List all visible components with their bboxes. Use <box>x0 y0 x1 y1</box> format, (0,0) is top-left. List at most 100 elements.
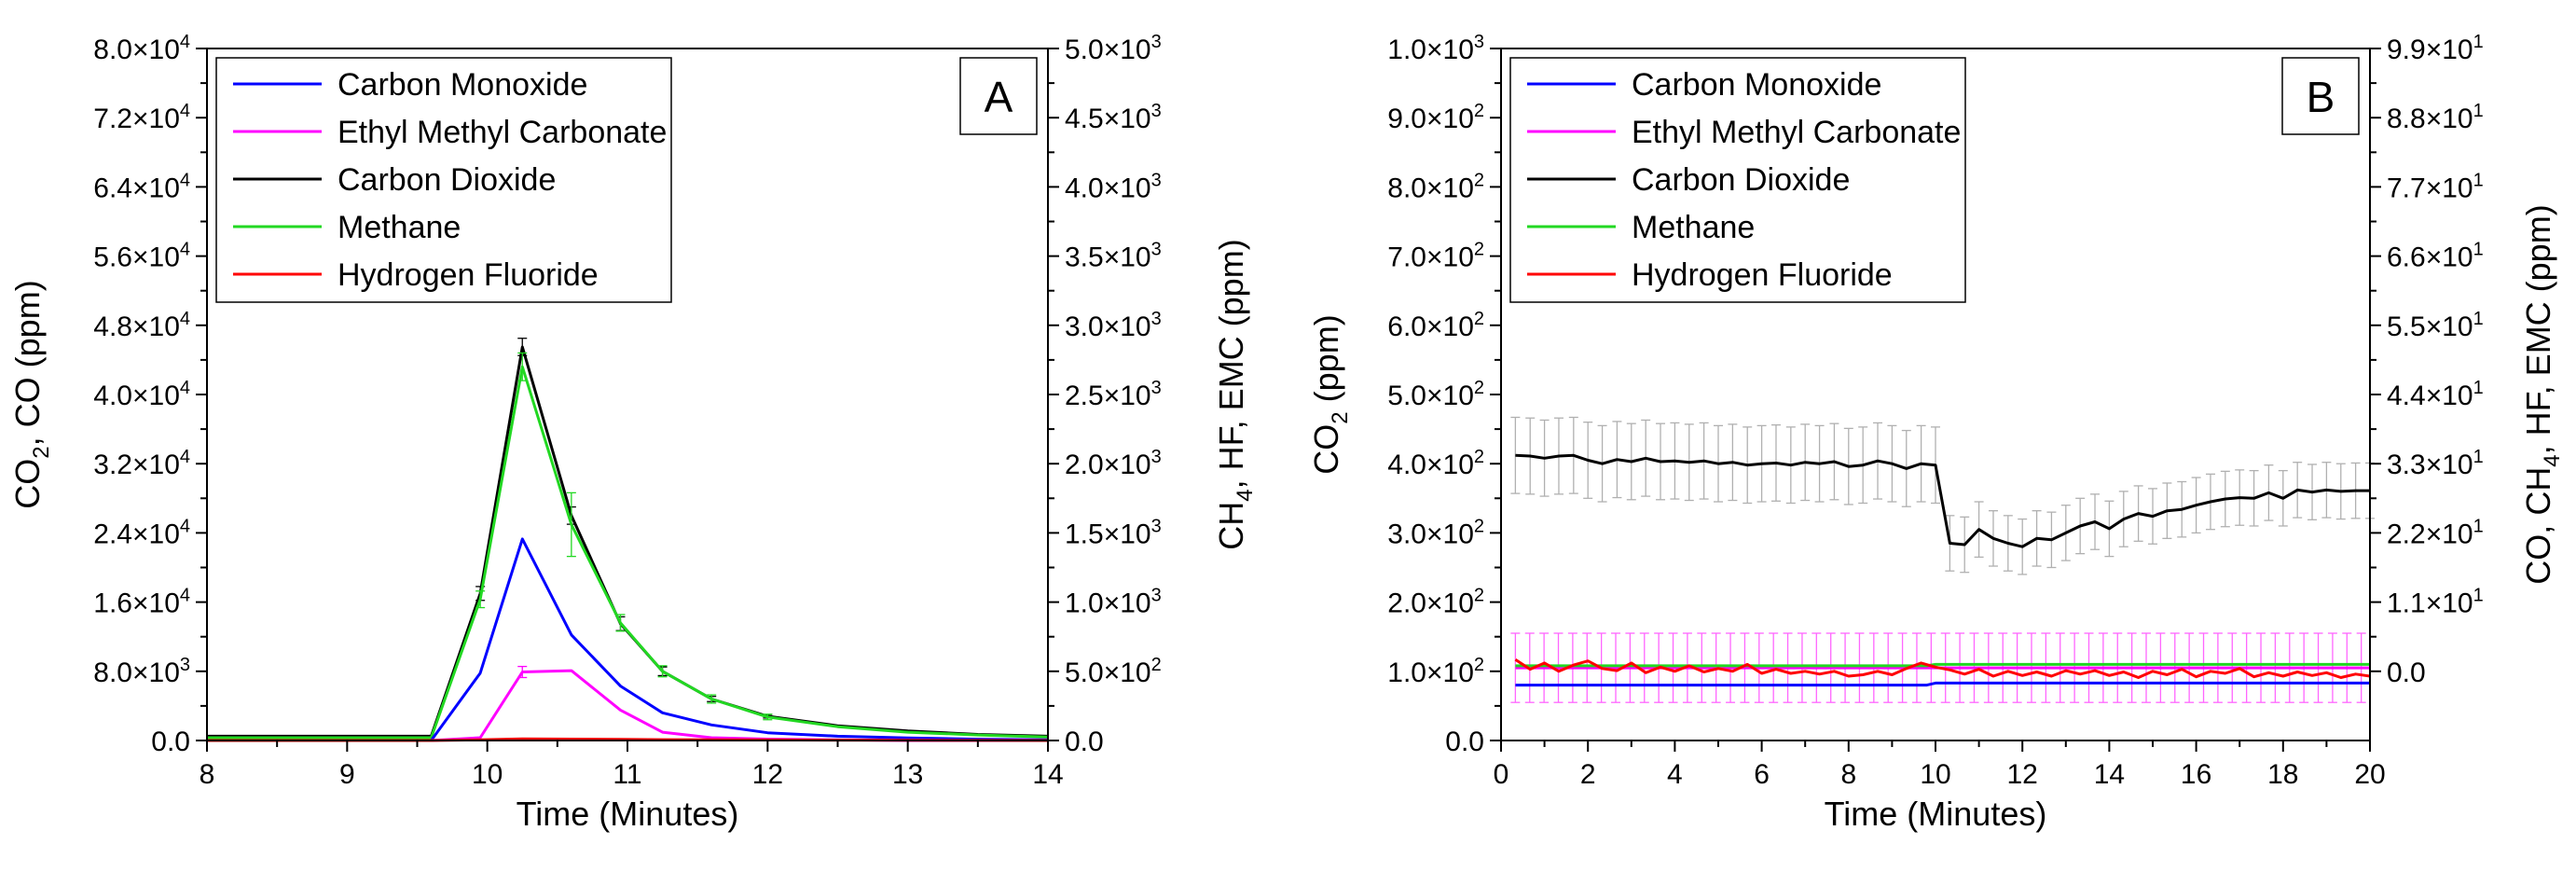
panel-b-series-methane-line <box>1515 662 2370 668</box>
panel-b-legend-co: Carbon Monoxide <box>1632 67 1881 103</box>
panel-a-series-ethyl-methyl-carbonate-line <box>207 669 1048 742</box>
panel-a-ytick-right-label: 0.0 <box>1065 727 1104 757</box>
panel-b-ytick-right-label: 9.9×101 <box>2387 32 2484 65</box>
panel-b-series-methane <box>1515 662 2370 668</box>
panel-a-ytick-right-label: 2.5×103 <box>1065 378 1162 411</box>
panel-a-ytick-left-label: 2.4×104 <box>93 516 190 549</box>
panel-a-ytick-left-label: 8.0×104 <box>93 32 190 65</box>
panel-b-xtick-label: 16 <box>2181 759 2211 790</box>
panel-a-legend-hf: Hydrogen Fluoride <box>337 257 599 293</box>
panel-b-ytick-right-label: 1.1×101 <box>2387 586 2484 619</box>
panel-b-ytick-left-label: 6.0×102 <box>1387 309 1484 342</box>
panel-a-ytick-left-label: 0.0 <box>151 727 190 757</box>
panel-a-ytick-right-label: 3.5×103 <box>1065 240 1162 273</box>
panel-b-series-carbon-dioxide-line <box>1515 453 2370 548</box>
panel-b-series-carbon-dioxide <box>1510 416 2375 575</box>
panel-a-legend-co: Carbon Monoxide <box>337 67 587 103</box>
panel-b-ytick-right-label: 8.8×101 <box>2387 101 2484 134</box>
panel-a-xtick-label: 10 <box>472 759 503 790</box>
panel-a-ytick-left-label: 3.2×104 <box>93 447 190 480</box>
panel-a-series <box>207 338 1049 742</box>
panel-a-series-carbon-dioxide <box>207 338 1049 738</box>
panel-b-xtick-label: 14 <box>2094 759 2125 790</box>
panel-a-ytick-left-label: 1.6×104 <box>93 586 190 619</box>
panel-b-ytick-right-label: 4.4×101 <box>2387 378 2484 411</box>
panel-a-legend-ch4: Methane <box>337 210 461 245</box>
panel-b-ytick-right-label: 6.6×101 <box>2387 240 2484 273</box>
panel-b-xtick-label: 4 <box>1667 759 1683 790</box>
panel-a-ytick-right-label: 4.0×103 <box>1065 170 1162 203</box>
panel-a-legend-emc: Ethyl Methyl Carbonate <box>337 115 667 150</box>
panel-b-letter-box <box>2281 57 2360 135</box>
panel-a-legend-co2: Carbon Dioxide <box>337 162 556 198</box>
panel-b-legend-ch4: Methane <box>1632 210 1755 245</box>
panel-a-letter-box <box>959 57 1038 135</box>
panel-b-ytick-left-label: 5.0×102 <box>1387 378 1484 411</box>
panel-a-ytick-right-label: 1.0×103 <box>1065 586 1162 619</box>
panel-a-ytick-right-label: 4.5×103 <box>1065 101 1162 134</box>
panel-a-series-carbon-monoxide-line <box>207 537 1049 742</box>
panel-b-ytick-right-label: 2.2×101 <box>2387 516 2484 549</box>
panel-a-legend-box <box>215 57 672 303</box>
panel-a-ytick-right-label: 5.0×102 <box>1065 655 1162 688</box>
panel-b-series-carbon-monoxide-line <box>1515 681 2370 687</box>
panel-b-ytick-right-label: 0.0 <box>2387 657 2426 688</box>
panel-a: 8 9 10 11 12 13 140.08.0×1031.6×1042.4×1043.2×… <box>8 32 1258 833</box>
panel-b-xtick-label: 2 <box>1580 759 1596 790</box>
panel-b-ticks: 0 2 4 6 8 10 12 14 16 18 20 0.0 1.0×102 2.0×102 3.0×10… <box>1387 32 2483 790</box>
panel-a-ytick-right-label: 3.0×103 <box>1065 309 1162 342</box>
panel-a-xtick-label: 8 <box>200 759 215 790</box>
panel-b-ytick-left-label: 0.0 <box>1445 727 1484 757</box>
panel-b-ytick-left-label: 8.0×102 <box>1387 170 1484 203</box>
panel-a-ytick-left-label: 4.8×104 <box>93 309 190 342</box>
panel-b-series-hydrogen-fluoride <box>1514 657 2371 679</box>
panel-b-xlabel: Time (Minutes) <box>1825 795 2047 833</box>
panel-a-xtick-label: 11 <box>613 759 641 790</box>
panel-b-ytick-left-label: 1.0×102 <box>1387 655 1484 688</box>
panel-b-series-hydrogen-fluoride-line <box>1514 657 2371 679</box>
panel-a-series-ethyl-methyl-carbonate <box>207 665 1048 742</box>
panel-a-ytick-left-label: 7.2×104 <box>93 101 190 134</box>
panel-a-letter: A <box>985 73 1013 121</box>
panel-b-xtick-label: 8 <box>1840 759 1856 790</box>
panel-b-ytick-right-label: 5.5×101 <box>2387 309 2484 342</box>
panel-b-ytick-left-label: 2.0×102 <box>1387 586 1484 619</box>
panel-b-ytick-left-label: 1.0×103 <box>1387 32 1484 65</box>
panel-a-ylabel-right: CH4, HF, EMC (ppm) <box>1212 239 1258 549</box>
panel-b-legend: Carbon Monoxide Ethyl Methyl Carbonate C… <box>1509 57 1966 303</box>
panel-a-xlabel: Time (Minutes) <box>517 795 739 833</box>
panel-b-ytick-left-label: 9.0×102 <box>1387 101 1484 134</box>
panel-a-xtick-label: 13 <box>892 759 923 790</box>
panel-b-xtick-label: 18 <box>2267 759 2298 790</box>
panel-b-letter: B <box>2307 73 2335 121</box>
panel-b-ytick-right-label: 7.7×101 <box>2387 170 2484 203</box>
panel-b-xtick-label: 0 <box>1494 759 1509 790</box>
panel-b-xtick-label: 12 <box>2007 759 2038 790</box>
panel-b-xtick-label: 20 <box>2354 759 2385 790</box>
panel-a-ytick-left-label: 8.0×103 <box>93 655 190 688</box>
panel-a-series-methane-line <box>207 365 1049 740</box>
panel-b-series-carbon-monoxide <box>1515 681 2370 687</box>
panel-a-xtick-label: 14 <box>1032 759 1063 790</box>
panel-b-xtick-label: 6 <box>1754 759 1770 790</box>
panel-a-legend: Carbon Monoxide Ethyl Methyl Carbonate C… <box>215 57 672 303</box>
panel-a-ytick-left-label: 5.6×104 <box>93 240 190 273</box>
panel-a-ytick-left-label: 6.4×104 <box>93 170 190 203</box>
panel-b-ytick-right-label: 3.3×101 <box>2387 447 2484 480</box>
panel-b-legend-emc: Ethyl Methyl Carbonate <box>1632 115 1961 150</box>
panel-b-ytick-left-label: 7.0×102 <box>1387 240 1484 273</box>
panel-a-ytick-right-label: 2.0×103 <box>1065 447 1162 480</box>
panel-a-xtick-label: 9 <box>339 759 355 790</box>
panel-b-series <box>1510 416 2375 703</box>
panel-a-ytick-right-label: 1.5×103 <box>1065 516 1162 549</box>
panel-a-ticks: 8 9 10 11 12 13 140.08.0×1031.6×1042.4×1043.2×… <box>93 32 1161 790</box>
panel-b-ytick-left-label: 3.0×102 <box>1387 516 1484 549</box>
panel-b-legend-hf: Hydrogen Fluoride <box>1632 257 1893 293</box>
panel-a-series-carbon-monoxide <box>207 537 1049 742</box>
panel-b-legend-co2: Carbon Dioxide <box>1632 162 1850 198</box>
panel-b-ytick-left-label: 4.0×102 <box>1387 447 1484 480</box>
panel-a-series-carbon-dioxide-line <box>207 345 1049 738</box>
panel-a-ytick-left-label: 4.0×104 <box>93 378 190 411</box>
